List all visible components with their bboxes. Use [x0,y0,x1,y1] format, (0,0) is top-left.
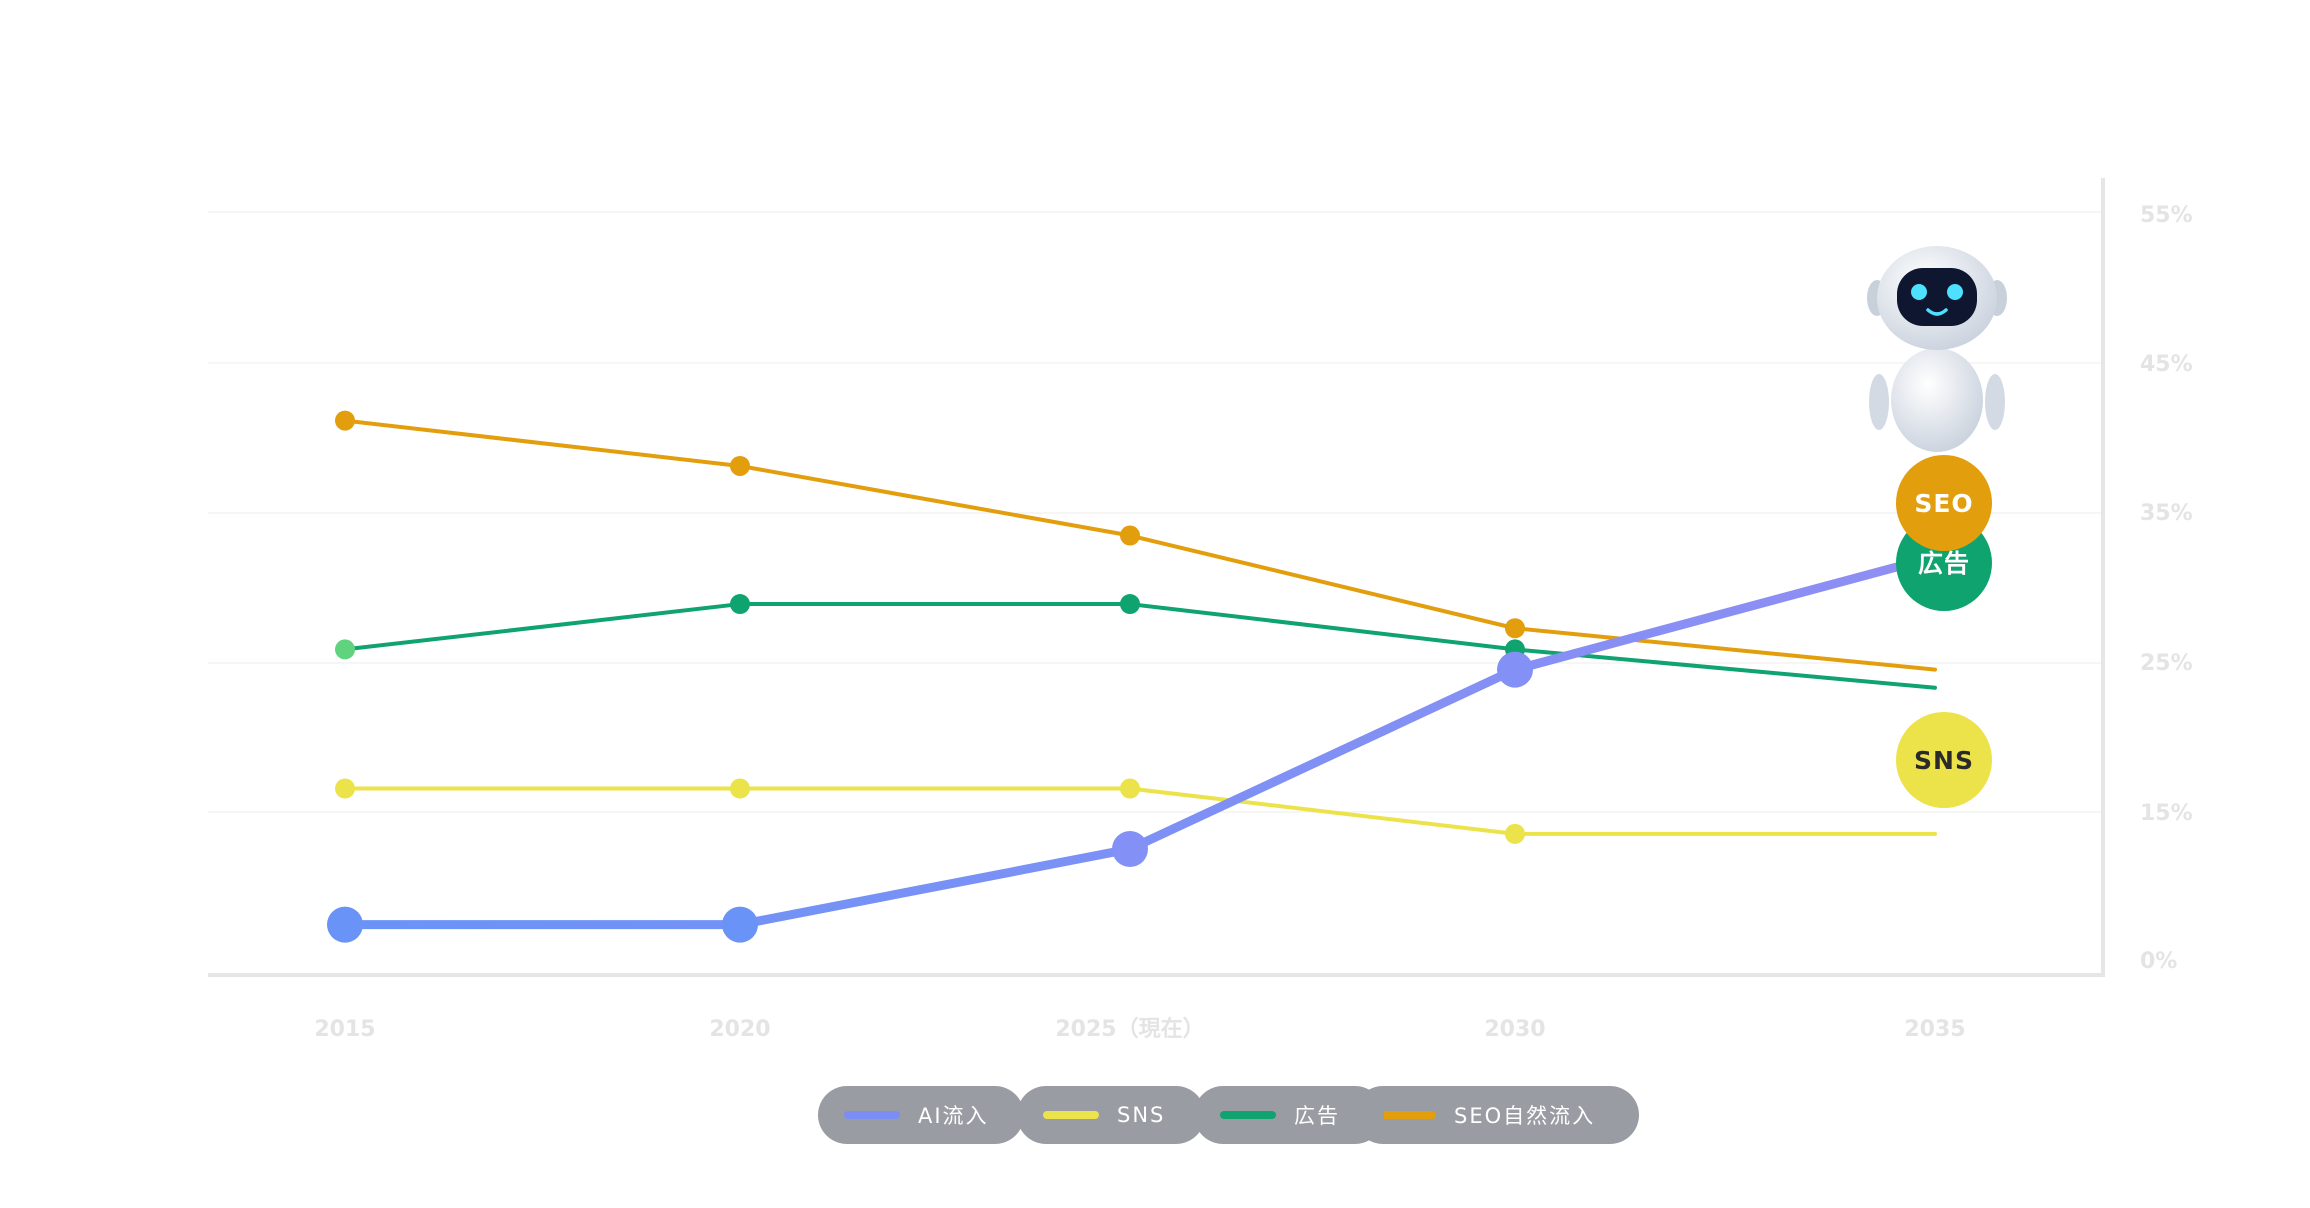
data-point [335,778,355,799]
end-badge: SEO [1896,455,1992,551]
data-point [730,778,750,799]
data-point [327,906,363,943]
data-point [722,906,758,943]
data-point [1505,618,1525,639]
legend-swatch [1043,1111,1099,1119]
x-tick-label: 2035 [1904,1017,1965,1042]
data-point [1120,778,1140,799]
legend-item[interactable]: SEO自然流入 [1354,1086,1639,1144]
data-point [1120,594,1140,615]
robot-icon [1867,246,2007,452]
legend-swatch [1380,1111,1436,1119]
data-point [1505,823,1525,844]
series-line [340,552,1940,930]
data-point [730,455,750,476]
end-badge: SNS [1896,712,1992,808]
end-badge-label: SNS [1914,746,1974,775]
y-tick-label: 25% [2140,651,2193,676]
series-line [343,786,1937,836]
legend-label: SEO自然流入 [1454,1104,1596,1128]
data-point [335,410,355,431]
y-tick-label: 55% [2140,203,2193,228]
data-point [1112,831,1148,867]
legend: AI流入 SNS 広告 SEO自然流入 [0,1086,2310,1144]
y-tick-label: 15% [2140,801,2193,826]
data-point [730,594,750,615]
data-point [1120,525,1140,546]
legend-item[interactable]: SNS [1017,1086,1205,1144]
y-tick-label: 0% [2140,949,2177,974]
x-tick-label: 2030 [1484,1017,1545,1042]
legend-swatch [1220,1111,1276,1119]
end-badge-label: 広告 [1918,549,1970,578]
legend-swatch [844,1111,900,1119]
x-tick-label: 2015 [314,1017,375,1042]
x-tick-label: 2025（現在） [1055,1016,1204,1042]
legend-label: 広告 [1294,1104,1340,1128]
data-point [335,639,355,660]
legend-label: AI流入 [918,1104,989,1128]
y-tick-label: 45% [2140,352,2193,377]
x-tick-label: 2020 [709,1017,770,1042]
y-tick-label: 35% [2140,501,2193,526]
series-line [343,418,1937,672]
legend-label: SNS [1117,1103,1166,1127]
data-point [1497,651,1533,688]
legend-item[interactable]: AI流入 [818,1086,1024,1144]
legend-item[interactable]: 広告 [1194,1086,1384,1144]
end-badge-label: SEO [1914,489,1973,518]
